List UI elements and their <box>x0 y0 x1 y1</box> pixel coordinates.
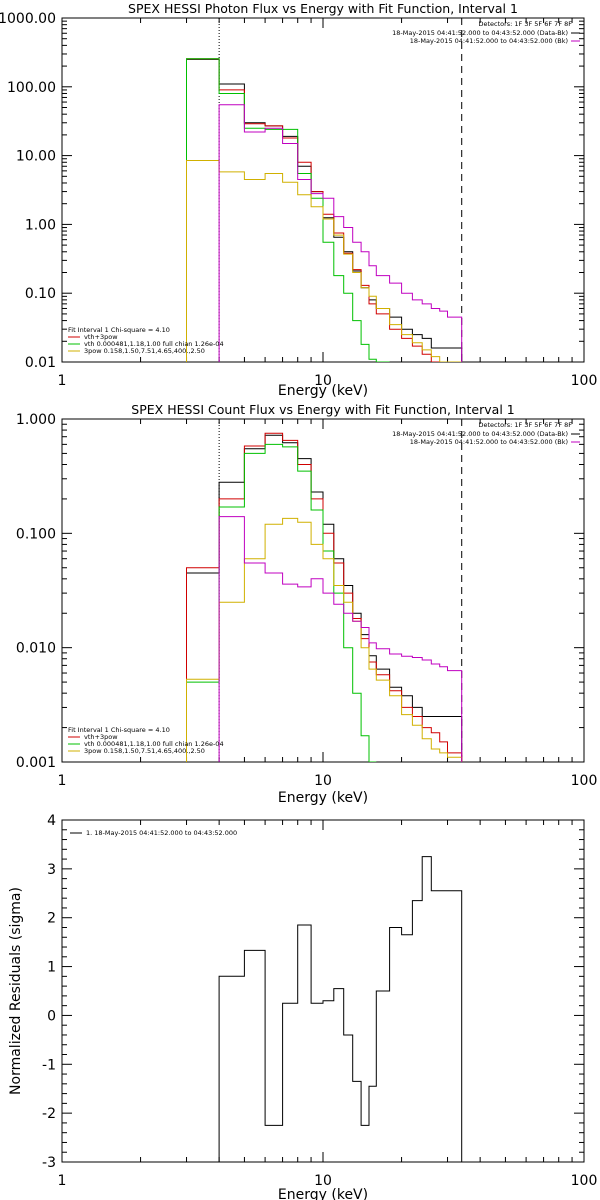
series-group <box>186 58 463 362</box>
x-tick-label: 100 <box>571 773 598 789</box>
x-axis-label: Energy (keV) <box>278 383 368 399</box>
time-legend-text: 18-May-2015 04:41:52.000 to 04:43:52.000… <box>392 430 568 438</box>
y-tick-label: -1 <box>42 1057 56 1073</box>
x-tick-label: 10 <box>314 773 332 789</box>
x-tick-label: 100 <box>571 1173 598 1189</box>
series-line <box>218 516 463 762</box>
chart-panel-1: SPEX HESSI Photon Flux vs Energy with Fi… <box>0 1 597 399</box>
y-tick-label: 1 <box>47 960 56 976</box>
series-line <box>186 434 463 762</box>
plot-frame <box>61 17 585 363</box>
chart-title: SPEX HESSI Photon Flux vs Energy with Fi… <box>128 1 518 16</box>
series-line <box>186 160 462 362</box>
fit-legend-text: 3pow 0.158,1.50,7.51,4.65,400.,2.50 <box>84 747 205 755</box>
y-tick-label: 0 <box>47 1008 56 1024</box>
y-tick-label: 2 <box>47 911 56 927</box>
x-tick-label: 1 <box>58 773 67 789</box>
series-vth-3pow <box>186 432 463 762</box>
y-tick-label: -3 <box>42 1155 56 1171</box>
chart-panel-2: SPEX HESSI Count Flux vs Energy with Fit… <box>16 402 597 806</box>
series-bk <box>218 104 463 362</box>
fit-legend-header: Fit Interval 1 Chi-square = 4.10 <box>68 726 170 734</box>
y-tick-label: 3 <box>47 862 56 878</box>
x-tick-label: 100 <box>571 373 598 389</box>
y-tick-label: 0.10 <box>25 286 56 302</box>
series-vth <box>186 58 390 362</box>
series-line <box>186 58 462 362</box>
series-bk <box>218 516 463 762</box>
x-tick-label: 1 <box>58 373 67 389</box>
y-tick-label: 0.01 <box>25 355 56 371</box>
y-tick-label: 4 <box>47 813 56 829</box>
series-line <box>218 104 463 362</box>
y-tick-label: 0.001 <box>16 755 56 771</box>
fit-legend-text: 3pow 0.158,1.50,7.51,4.65,400.,2.50 <box>84 347 205 355</box>
fit-legend-text: vth 0.000481,1.18,1.00 full chian 1.26e-… <box>84 340 224 348</box>
y-tick-label: 1000.00 <box>0 11 56 27</box>
y-tick-label: 0.100 <box>16 526 56 542</box>
series-vth <box>186 443 377 762</box>
x-tick-label: 10 <box>314 1173 332 1189</box>
x-axis-label: Energy (keV) <box>278 1187 368 1200</box>
chart-title: SPEX HESSI Count Flux vs Energy with Fit… <box>131 402 514 417</box>
time-legend-text: 18-May-2015 04:41:52.000 to 04:43:52.000… <box>410 37 568 45</box>
fit-legend-header: Fit Interval 1 Chi-square = 4.10 <box>68 326 170 334</box>
series-data-bk <box>186 434 463 762</box>
y-tick-label: 1.000 <box>16 412 56 428</box>
series-line <box>186 432 463 762</box>
series-group <box>186 432 463 762</box>
time-legend-text: 18-May-2015 04:41:52.000 to 04:43:52.000… <box>410 438 568 446</box>
time-legend-text: 18-May-2015 04:41:52.000 to 04:43:52.000… <box>392 29 568 37</box>
series-3pow <box>186 160 462 362</box>
legend-text: 1. 18-May-2015 04:41:52.000 to 04:43:52.… <box>86 829 237 837</box>
series-line <box>186 443 377 762</box>
x-tick-label: 1 <box>58 1173 67 1189</box>
y-tick-label: 100.00 <box>7 80 56 96</box>
series-line <box>218 856 463 1162</box>
fit-legend-text: vth+3pow <box>84 733 118 741</box>
plot-frame <box>61 819 585 1163</box>
series-residuals <box>218 856 463 1162</box>
x-tick-label: 10 <box>314 373 332 389</box>
x-axis-label: Energy (keV) <box>278 790 368 806</box>
y-tick-label: 10.00 <box>16 149 56 165</box>
series-vth-3pow <box>186 58 462 362</box>
y-axis-label: Normalized Residuals (sigma) <box>8 887 24 1095</box>
series-line <box>186 517 463 762</box>
y-tick-label: 1.00 <box>25 217 56 233</box>
y-tick-label: -2 <box>42 1106 56 1122</box>
series-3pow <box>186 517 463 762</box>
detectors-label: Detectors: 1F 3F 5F 6F 7F 8F <box>478 20 572 28</box>
fit-legend-text: vth 0.000481,1.18,1.00 full chian 1.26e-… <box>84 740 224 748</box>
detectors-label: Detectors: 1F 3F 5F 6F 7F 8F <box>478 421 572 429</box>
y-tick-label: 0.010 <box>16 641 56 657</box>
fit-legend-text: vth+3pow <box>84 333 118 341</box>
series-line <box>186 58 390 362</box>
series-group <box>218 856 463 1162</box>
